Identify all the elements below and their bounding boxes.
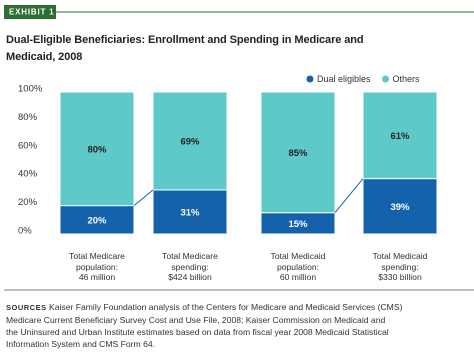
bar-segment [152, 189, 228, 235]
bar-segment [362, 91, 438, 180]
x-tick-label: Total Medicare population: 46 million [69, 251, 125, 282]
y-tick-label: 80% [18, 112, 38, 123]
y-tick-label: 100% [18, 84, 43, 95]
x-tick-label: Total Medicare spending: $424 billion [162, 251, 218, 282]
value-label: 15% [288, 219, 308, 230]
value-label: 80% [87, 144, 107, 155]
source-label: SOURCES [6, 303, 47, 312]
legend-label: Others [393, 74, 421, 84]
connector-line [133, 189, 154, 206]
x-tick-label: Total Medicaid population: 60 million [270, 251, 326, 282]
legend-label: Dual eligibles [317, 74, 371, 84]
value-label: 20% [87, 215, 107, 226]
value-label: 31% [180, 208, 200, 219]
exhibit-box [4, 5, 56, 19]
legend-swatch [306, 75, 314, 83]
connector-line [334, 178, 364, 214]
source-note: SOURCES Kaiser Family Foundation analysi… [6, 301, 402, 350]
exhibit-label: EXHIBIT 1 [9, 8, 54, 17]
y-tick-label: 0% [18, 226, 32, 237]
bar-segment [260, 91, 336, 214]
y-tick-label: 40% [18, 169, 38, 180]
value-label: 85% [288, 148, 308, 159]
chart-title: Dual-Eligible Beneficiaries: Enrollment … [6, 34, 364, 63]
source-text: Kaiser Family Foundation analysis of the… [6, 302, 403, 349]
y-tick-label: 20% [18, 197, 38, 208]
value-label: 61% [390, 131, 410, 142]
legend-swatch [382, 75, 390, 83]
x-tick-label: Total Medicaid spending: $330 billion [372, 251, 428, 282]
bar-segment [59, 91, 135, 207]
y-tick-label: 60% [18, 140, 38, 151]
bar-segment [362, 178, 438, 235]
value-label: 39% [390, 202, 410, 213]
bar-segment [152, 91, 228, 191]
value-label: 69% [180, 137, 200, 148]
